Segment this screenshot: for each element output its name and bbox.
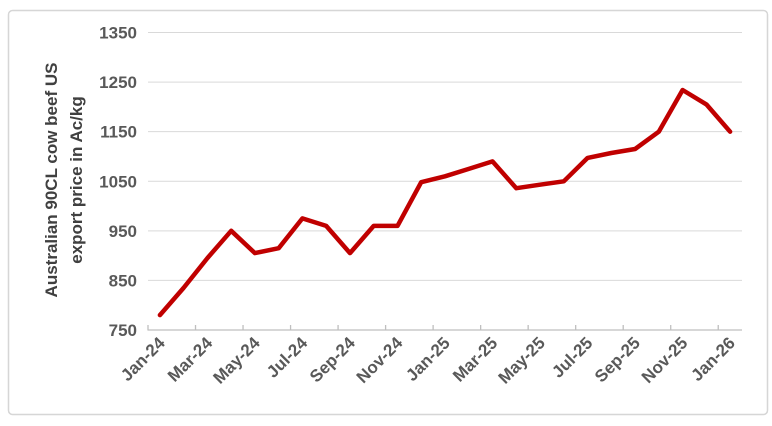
y-axis-tick-label: 950 bbox=[109, 222, 137, 241]
chart-frame bbox=[7, 9, 769, 416]
y-axis-tick-labels: 750 850 950 1050 1150 1250 1350 bbox=[99, 24, 137, 341]
price-line bbox=[157, 87, 733, 318]
x-axis-ticks bbox=[147, 325, 719, 331]
y-axis-tick-label: 1150 bbox=[100, 123, 137, 142]
y-axis-title-line-1: Australian 90CL cow beef US bbox=[42, 63, 61, 298]
y-axis-tick-label: 850 bbox=[109, 271, 137, 290]
y-axis-tick-label: 1050 bbox=[99, 172, 137, 191]
y-axis-tick-label: 1350 bbox=[99, 24, 137, 43]
gridlines bbox=[148, 32, 742, 281]
y-axis-tick-label: 1250 bbox=[99, 73, 137, 92]
y-axis-title-line-2: export price in Ac/kg bbox=[67, 96, 86, 264]
y-axis-tick-label: 750 bbox=[109, 321, 137, 340]
